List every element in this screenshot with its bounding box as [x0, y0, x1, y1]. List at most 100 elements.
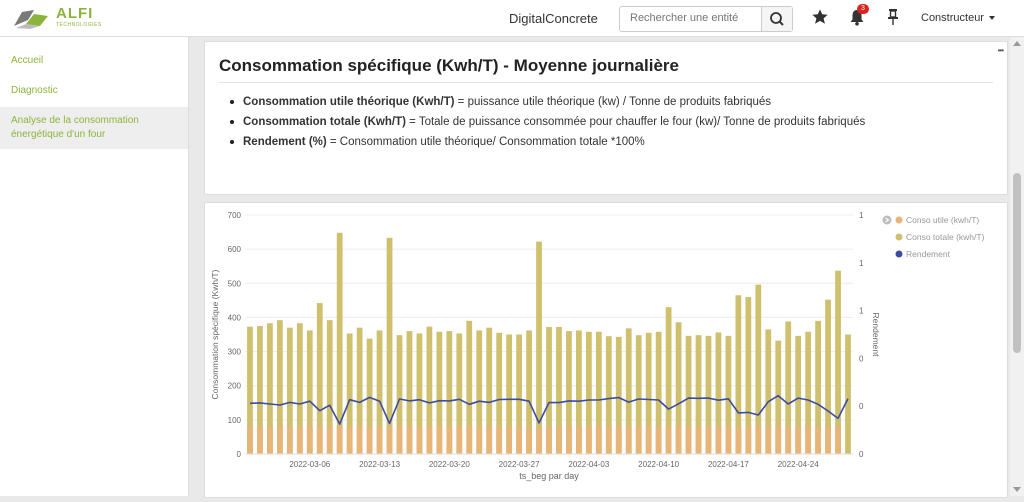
bar-conso-utile — [476, 426, 483, 454]
bar-conso-utile — [546, 426, 552, 454]
bar-conso-totale — [765, 329, 772, 454]
bar-conso-utile — [536, 426, 542, 454]
bar-conso-utile — [556, 426, 562, 454]
bar-conso-utile — [276, 426, 283, 454]
y-tick-label: 0 — [237, 450, 242, 459]
bar-conso-totale — [556, 326, 562, 454]
sidebar-item-diagnostic[interactable]: Diagnostic — [0, 81, 188, 101]
bar-conso-totale — [815, 320, 822, 454]
y2-tick-label: 0 — [859, 354, 864, 363]
bar-conso-utile — [436, 426, 443, 454]
bar-conso-utile — [725, 426, 732, 454]
bar-conso-totale — [805, 331, 812, 454]
bar-conso-utile — [466, 426, 473, 454]
bar-conso-utile — [825, 426, 831, 454]
notifications-button[interactable]: 3 — [849, 4, 869, 28]
bar-conso-utile — [366, 426, 373, 454]
bar-conso-totale — [446, 331, 453, 454]
search-button[interactable] — [761, 7, 792, 31]
pin-button[interactable] — [886, 8, 906, 28]
app-title[interactable]: DigitalConcrete — [509, 11, 598, 26]
x-tick-label: 2022-03-27 — [499, 460, 540, 469]
scroll-down-icon[interactable] — [1013, 487, 1021, 492]
bar-conso-totale — [456, 333, 463, 454]
bar-conso-utile — [576, 426, 582, 454]
bar-conso-utile — [635, 426, 642, 454]
bar-conso-totale — [605, 336, 612, 454]
y-tick-label: 500 — [228, 279, 242, 288]
bar-conso-totale — [835, 270, 841, 454]
chart-legend: Conso utile (kwh/T) Conso totale (kwh/T) R… — [882, 215, 985, 259]
favorites-button[interactable] — [811, 8, 831, 28]
sidebar-item-label: Analyse de la consommation — [11, 115, 139, 126]
bar-conso-utile — [685, 426, 692, 454]
sidebar-item-label: énergétique d'un four — [11, 129, 106, 140]
bar-conso-totale — [825, 299, 831, 454]
bar-conso-totale — [635, 335, 642, 454]
top-navbar: ALFI TECHNOLOGIES DigitalConcrete 3 — [0, 0, 1024, 37]
more-options-icon[interactable]: ••• — [997, 46, 1004, 55]
x-tick-label: 2022-04-17 — [708, 460, 749, 469]
bar-conso-totale — [795, 335, 802, 454]
bar-conso-utile — [715, 426, 722, 454]
bar-conso-totale — [486, 327, 493, 454]
chevron-right-icon — [885, 217, 890, 223]
legend-label: Conso totale (kwh/T) — [906, 232, 985, 242]
bar-conso-totale — [306, 330, 313, 454]
bar-conso-utile — [257, 427, 263, 454]
info-card: ••• Consommation spécifique (Kwh/T) - Mo… — [204, 41, 1008, 195]
star-icon — [812, 9, 828, 24]
y2-tick-label: 1 — [859, 307, 864, 316]
sidebar-item-accueil[interactable]: Accueil — [0, 51, 188, 71]
search-input[interactable] — [620, 7, 762, 29]
bar-conso-totale — [735, 295, 742, 454]
bar-conso-totale — [506, 334, 513, 454]
sidebar-item-analyse-consommation[interactable]: Analyse de la consommation énergétique d… — [0, 107, 188, 149]
bar-conso-utile — [406, 426, 413, 454]
y-tick-label: 600 — [228, 245, 242, 254]
bar-conso-utile — [316, 426, 323, 454]
bar-conso-utile — [247, 427, 253, 454]
definition-item: Consommation utile théorique (Kwh/T) = p… — [227, 94, 865, 114]
bar-conso-totale — [595, 331, 602, 454]
bar-conso-totale — [665, 307, 672, 454]
y2-tick-label: 0 — [859, 402, 864, 411]
bar-conso-totale — [526, 330, 532, 454]
bar-conso-utile — [456, 426, 463, 454]
bar-conso-totale — [645, 332, 652, 454]
bar-conso-utile — [506, 426, 513, 454]
bar-conso-utile — [795, 426, 802, 454]
legend-scroll-circle — [882, 215, 892, 225]
alfi-logo[interactable]: ALFI TECHNOLOGIES — [12, 3, 104, 31]
bar-conso-utile — [595, 426, 602, 454]
definition-text: = Totale de puissance consommée pour cha… — [405, 116, 866, 128]
bar-conso-totale — [466, 320, 473, 454]
bar-conso-totale — [386, 237, 393, 454]
bar-conso-utile — [446, 426, 453, 454]
y2-tick-label: 1 — [859, 259, 864, 268]
page-scrollbar[interactable] — [1010, 37, 1024, 496]
bar-conso-totale — [705, 335, 712, 454]
bar-conso-totale — [356, 327, 363, 454]
bar-conso-totale — [625, 328, 632, 454]
user-menu[interactable]: Constructeur — [921, 12, 995, 24]
scroll-up-icon[interactable] — [1013, 41, 1021, 46]
bar-conso-totale — [745, 296, 752, 454]
scrollbar-thumb[interactable] — [1013, 173, 1021, 353]
bar-conso-utile — [396, 426, 403, 454]
y-tick-label: 200 — [228, 382, 242, 391]
definition-text: = puissance utile théorique (kw) / Tonne… — [454, 96, 772, 108]
bar-conso-totale — [576, 330, 582, 454]
bar-conso-utile — [675, 426, 682, 454]
y2-tick-label: 1 — [859, 211, 864, 220]
bar-conso-utile — [306, 426, 313, 454]
bar-conso-utile — [735, 426, 742, 454]
bar-conso-utile — [416, 426, 423, 454]
x-tick-label: 2022-03-06 — [289, 460, 330, 469]
bar-conso-totale — [267, 323, 273, 454]
bar-conso-utile — [615, 426, 622, 454]
bar-conso-utile — [296, 426, 303, 454]
x-tick-label: 2022-04-10 — [638, 460, 679, 469]
bar-conso-totale — [585, 331, 592, 454]
bar-conso-utile — [346, 426, 353, 454]
